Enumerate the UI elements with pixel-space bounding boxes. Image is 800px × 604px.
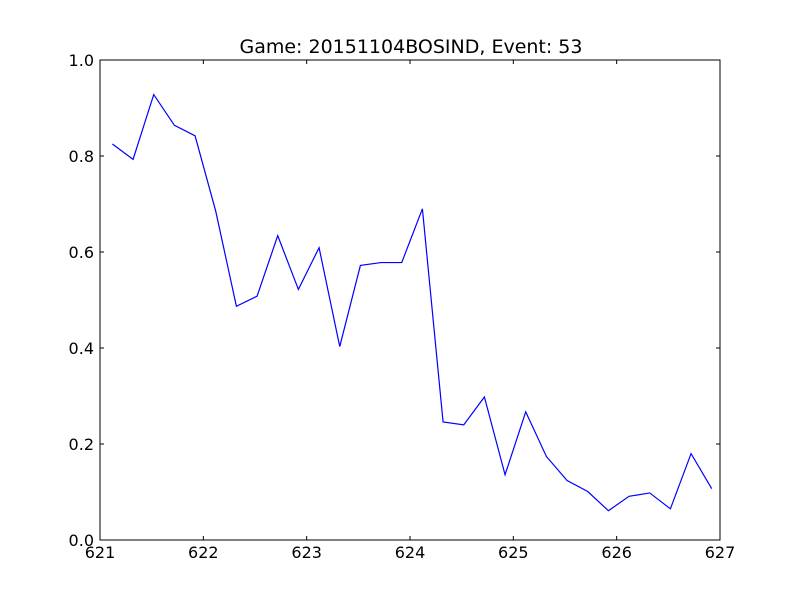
y-tick-label: 0.6 bbox=[69, 243, 94, 262]
x-tick-label: 627 bbox=[705, 543, 736, 562]
plot-area: 621 622 623 624 625 626 627 0.0 0.2 0.4 0.6 0.8 1.0 bbox=[69, 51, 736, 562]
y-tick-label: 1.0 bbox=[69, 51, 94, 70]
x-tick-label: 623 bbox=[291, 543, 322, 562]
series-line-0 bbox=[112, 93, 713, 512]
y-tick-label: 0.8 bbox=[69, 147, 94, 166]
x-tick-label: 626 bbox=[601, 543, 632, 562]
y-tick-label: 0.0 bbox=[69, 531, 94, 550]
x-tick-label: 625 bbox=[498, 543, 529, 562]
x-tick-label: 624 bbox=[395, 543, 426, 562]
plot-frame bbox=[99, 59, 721, 541]
y-tick-label: 0.4 bbox=[69, 339, 94, 358]
y-tick-label: 0.2 bbox=[69, 435, 94, 454]
x-tick-label: 622 bbox=[188, 543, 219, 562]
x-tick-label: 621 bbox=[85, 543, 116, 562]
chart-title: Game: 20151104BOSIND, Event: 53 bbox=[239, 36, 582, 58]
